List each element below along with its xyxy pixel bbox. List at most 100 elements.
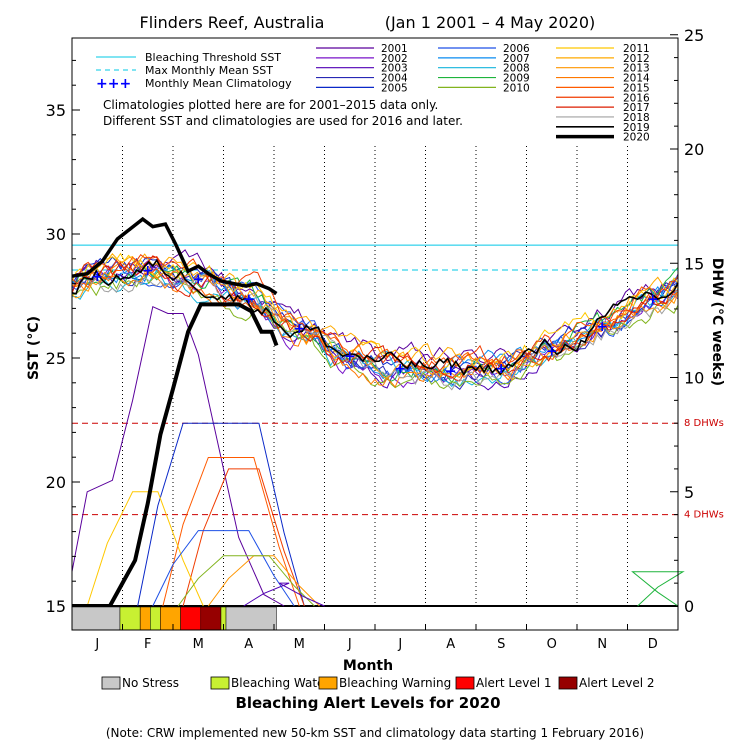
dhw-line-2001 <box>71 305 285 607</box>
dhw-line-1 <box>182 468 305 607</box>
dhw-line-6 <box>177 555 315 607</box>
footnote: (Note: CRW implemented new 50-km SST and… <box>106 726 644 740</box>
alert-legend-label: No Stress <box>122 676 179 690</box>
dhw-line-0 <box>137 422 305 607</box>
sst-line-2003 <box>71 262 679 391</box>
year-legend-label: 2015 <box>623 82 650 94</box>
year-legend-label: 2010 <box>503 82 530 94</box>
alert-legend-title: Bleaching Alert Levels for 2020 <box>235 694 500 712</box>
sst-tick-label: 35 <box>46 101 66 120</box>
year-dhw-lines <box>71 305 685 607</box>
climatology-marker: + <box>243 291 255 307</box>
climatology-marker: + <box>445 363 457 379</box>
alert-segment <box>150 606 161 631</box>
sst-line-2017 <box>71 255 679 382</box>
climatology-marker: + <box>344 349 356 365</box>
alert-segment <box>225 606 277 631</box>
alert-legend-swatch <box>318 676 338 690</box>
dhw-line-4 <box>152 530 295 607</box>
year-legend-label: 2004 <box>381 73 408 85</box>
sst-tick-label: 25 <box>46 349 66 368</box>
month-gridlines <box>122 146 628 606</box>
alert-legend-label: Alert Level 1 <box>476 676 552 690</box>
reference-legend: Bleaching Threshold SST Max Monthly Mean… <box>96 51 463 128</box>
alert-legend-swatch <box>101 676 121 690</box>
note-line-2: Different SST and climatologies are used… <box>103 114 463 128</box>
climatology-marker: + <box>394 361 406 377</box>
alert-legend-swatch <box>210 676 230 690</box>
sst-line-2002 <box>71 259 679 389</box>
climatology-marker: + <box>142 263 154 279</box>
dhw-tick-label: 25 <box>684 26 704 45</box>
alert-segment <box>160 606 181 631</box>
dhw-tick-label: 20 <box>684 140 704 159</box>
alert-segment <box>139 606 151 631</box>
year-legend-label: 2019 <box>623 122 650 134</box>
month-tick-label: N <box>597 637 607 652</box>
month-tick-label: A <box>244 637 253 652</box>
alert-segment <box>71 606 121 631</box>
dhw-line-2020 <box>72 302 279 608</box>
month-tick-label: M <box>193 637 204 652</box>
year-legend-label: 2007 <box>503 53 530 65</box>
climatology-marker: + <box>647 291 659 307</box>
dhw-axis-label: DHW (°C weeks) <box>709 258 725 386</box>
legend-clim-label: Monthly Mean Climatology <box>145 77 292 90</box>
month-tick-label: J <box>347 637 352 652</box>
month-tick-label: D <box>648 637 658 652</box>
alert-timeline-bar <box>71 606 277 631</box>
year-legend-label: 2001 <box>381 43 408 55</box>
month-tick-label: J <box>94 637 99 652</box>
climatology-marker: + <box>546 344 558 360</box>
month-tick-label: J <box>397 637 402 652</box>
alert-level-legend: No Stress Bleaching Watch Bleaching Warnin… <box>101 676 655 690</box>
alert-segment <box>180 606 202 631</box>
climatology-marker: + <box>495 361 507 377</box>
alert-legend-swatch <box>558 676 578 690</box>
legend-clim-marker: +++ <box>96 76 131 92</box>
dhw-tick-label: 15 <box>684 254 704 273</box>
sst-tick-label: 20 <box>46 473 66 492</box>
sst-line-2010 <box>71 269 679 390</box>
dhw-line-3 <box>86 491 204 607</box>
year-legend-label: 2006 <box>503 43 530 55</box>
chart-title-location: Flinders Reef, Australia <box>140 13 325 32</box>
dhw-line-2 <box>162 457 300 607</box>
climatology-marker: + <box>596 319 608 335</box>
month-tick-label: M <box>294 637 305 652</box>
climatology-marker: + <box>91 269 103 285</box>
alert-segment <box>200 606 222 631</box>
legend-threshold-label: Bleaching Threshold SST <box>145 51 281 64</box>
dhw-line-7 <box>243 582 325 607</box>
dhw-tick-label: 0 <box>684 597 694 616</box>
sst-line-2012 <box>71 253 679 375</box>
alert-legend-label: Alert Level 2 <box>579 676 655 690</box>
year-legend-label: 2009 <box>503 73 530 85</box>
month-tick-label: A <box>446 637 455 652</box>
dhw-4-label: 4 DHWs <box>684 510 724 521</box>
year-2020-lines <box>71 216 279 608</box>
month-tick-label: O <box>547 637 557 652</box>
alert-legend-label: Bleaching Warning <box>339 676 451 690</box>
year-legend-label: 2002 <box>381 53 408 65</box>
year-legend-label: 2013 <box>623 63 650 75</box>
year-sst-lines <box>71 249 679 391</box>
sst-line-2015 <box>71 256 679 369</box>
legend-mmm-label: Max Monthly Mean SST <box>145 64 273 77</box>
sst-line-2019 <box>71 258 679 377</box>
sst-line-2018 <box>71 270 679 391</box>
climatology-marker: + <box>293 321 305 337</box>
year-legend-label: 2003 <box>381 63 408 75</box>
alert-legend-swatch <box>455 676 475 690</box>
dhw-tick-label: 10 <box>684 369 704 388</box>
sst-axis: 15 20 25 30 35 <box>46 59 80 616</box>
month-tick-label: F <box>144 637 151 652</box>
climatology-markers: + + + + + + + + + + + + <box>91 263 658 379</box>
chart-title-period: (Jan 1 2001 – 4 May 2020) <box>385 13 596 32</box>
year-legend-label: 2012 <box>623 53 650 65</box>
dhw-line-8 <box>631 571 685 607</box>
year-legend-label: 2018 <box>623 112 650 124</box>
